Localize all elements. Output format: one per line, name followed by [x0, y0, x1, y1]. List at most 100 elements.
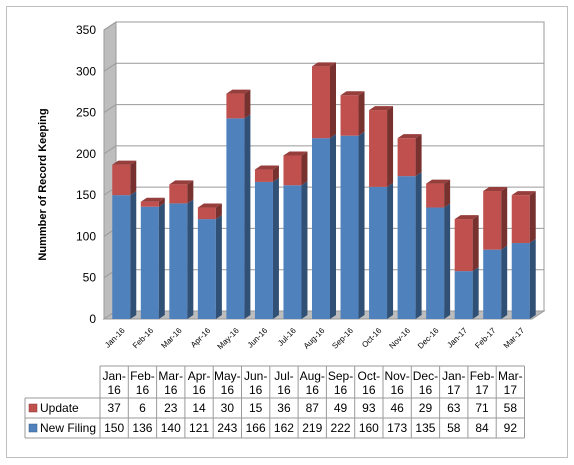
table-cell-value: 243: [217, 421, 237, 435]
x-tick-label: Oct-16: [360, 326, 384, 350]
table-cell-value: 71: [475, 401, 489, 415]
bar-segment: [112, 164, 131, 196]
bar-side: [415, 172, 422, 319]
bar-top: [454, 215, 479, 220]
table-cell-value: 30: [221, 401, 235, 415]
table-cell-value: 36: [277, 401, 291, 415]
table-cell-value: 58: [447, 421, 461, 435]
table-header-line: 16: [419, 383, 433, 397]
bar-side: [301, 151, 308, 186]
bar-segment: [140, 201, 159, 207]
bar-top: [112, 160, 137, 165]
bar-side: [130, 160, 137, 196]
table-cell-value: 219: [302, 421, 322, 435]
bar-segment: [511, 195, 530, 244]
x-tick-label: Jan-17: [445, 326, 469, 350]
table-header-line: 16: [306, 383, 320, 397]
bar-side: [301, 181, 308, 319]
bar-segment: [369, 186, 388, 319]
table-header-line: 16: [362, 383, 376, 397]
table-cell-value: 87: [306, 401, 320, 415]
table-cell-value: 140: [161, 421, 181, 435]
table-header-line: Feb-: [130, 369, 155, 383]
table-cell-value: 121: [189, 421, 209, 435]
table-header-line: 17: [504, 383, 518, 397]
bar-segment: [483, 249, 502, 319]
table-header-line: Oct-: [358, 369, 381, 383]
bar-segment: [226, 118, 245, 319]
table-header-line: Dec-: [413, 369, 438, 383]
table-cell-value: 37: [107, 401, 121, 415]
table-header-line: Jan-: [442, 369, 465, 383]
bar-side: [387, 106, 394, 187]
x-tick-label: Dec-16: [416, 326, 441, 351]
bar-side: [358, 91, 365, 136]
chart-frame: [6, 6, 568, 458]
table-cell-value: 150: [104, 421, 124, 435]
bar-top: [254, 165, 279, 170]
bar-segment: [283, 185, 302, 319]
bar-segment: [340, 95, 359, 136]
table-header-line: 16: [249, 383, 263, 397]
table-header-line: 17: [447, 383, 461, 397]
bar-top: [426, 179, 451, 184]
table-cell-value: 173: [387, 421, 407, 435]
bar-side: [272, 165, 279, 182]
bar-side: [187, 180, 194, 204]
table-cell-value: 46: [390, 401, 404, 415]
bar-segment: [254, 169, 273, 182]
bar-top: [483, 187, 508, 192]
table-header-line: 16: [221, 383, 235, 397]
bar-segment: [511, 243, 530, 319]
bar-side: [501, 245, 508, 319]
bar-segment: [426, 207, 445, 319]
bar-side: [501, 187, 508, 250]
bar-side: [529, 239, 536, 319]
bar-top: [312, 62, 336, 67]
table-cell-value: 6: [139, 401, 146, 415]
table-header-line: 16: [164, 383, 178, 397]
table-cell-value: 93: [362, 401, 376, 415]
y-tick-label: 50: [83, 271, 97, 285]
table-header-line: 16: [107, 383, 121, 397]
table-cell-value: 29: [419, 401, 433, 415]
x-tick-label: Feb-17: [473, 326, 498, 351]
bar-segment: [397, 138, 416, 177]
x-tick-label: Jan-16: [103, 326, 127, 350]
bar-segment: [197, 207, 216, 220]
table-header-line: Mar-: [498, 369, 523, 383]
series-name: Update: [40, 401, 79, 415]
table-header-line: 16: [192, 383, 206, 397]
bar-segment: [197, 219, 216, 319]
bar-segment: [340, 135, 359, 319]
bar-segment: [312, 138, 330, 319]
gridline: [103, 62, 544, 72]
bar-side: [130, 191, 137, 319]
table-header-line: Apr-: [188, 369, 211, 383]
table-header-line: Feb-: [470, 369, 495, 383]
legend-key: [28, 403, 38, 413]
x-tick-label: Mar-16: [159, 326, 184, 351]
bar-segment: [169, 184, 188, 204]
x-tick-label: Aug-16: [302, 326, 327, 351]
bar-segment: [397, 176, 416, 319]
bar-side: [215, 203, 222, 220]
bar-segment: [483, 191, 502, 250]
table-cell-value: 49: [334, 401, 348, 415]
x-tick-label: Nov-16: [387, 326, 412, 351]
bar-segment: [283, 155, 302, 186]
table-cell-value: 15: [249, 401, 263, 415]
y-tick-label: 200: [76, 147, 96, 161]
table-header-line: 16: [390, 383, 404, 397]
table-header-line: Sep-: [328, 369, 353, 383]
y-tick-label: 250: [76, 106, 96, 120]
table-header-line: Jul-: [274, 369, 293, 383]
x-tick-label: Mar-17: [502, 326, 527, 351]
table-cell-value: 162: [274, 421, 294, 435]
table-header-line: Nov-: [384, 369, 409, 383]
table-header-line: Jan-: [102, 369, 125, 383]
table-cell-value: 63: [447, 401, 461, 415]
bar-segment: [369, 110, 388, 187]
table-cell-value: 160: [359, 421, 379, 435]
